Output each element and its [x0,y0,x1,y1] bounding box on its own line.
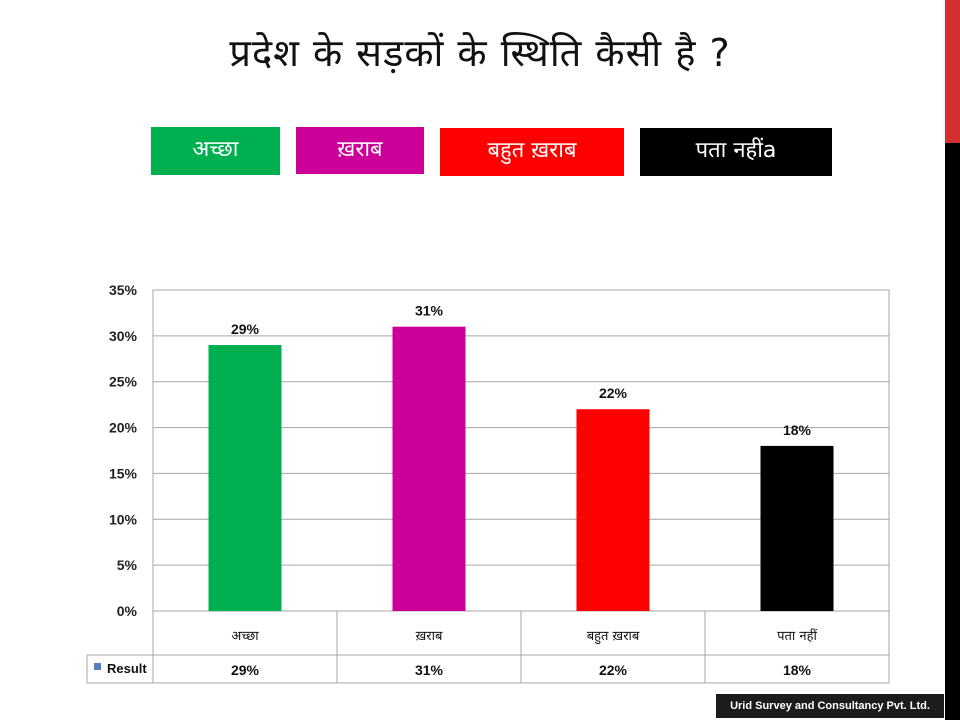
data-label: 31% [415,303,444,319]
bar [760,445,834,611]
data-label: 22% [599,385,628,401]
bar [576,409,650,611]
table-value: 22% [599,662,628,678]
y-tick-label: 0% [117,603,138,619]
bar [392,326,466,611]
legend-box-very-bad: बहुत ख़राब [440,128,624,176]
bar [208,345,282,611]
y-tick-label: 30% [109,328,138,344]
y-tick-label: 25% [109,374,138,390]
series-key-label: Result [107,661,147,676]
legend-box-bad: ख़राब [296,127,424,174]
legend-box-dont-know: पता नहींa [640,128,832,176]
category-label: पता नहीं [777,628,817,644]
category-label: अच्छा [231,629,259,644]
data-label: 29% [231,321,260,337]
data-label: 18% [783,422,812,438]
side-bar [945,0,960,720]
slide-title: प्रदेश के सड़कों के स्थिति कैसी है ? [229,31,731,75]
footer-credit: Urid Survey and Consultancy Pvt. Ltd. [716,694,944,718]
y-tick-label: 10% [109,511,138,527]
table-value: 31% [415,662,444,678]
side-accent-bar [945,0,960,143]
y-tick-label: 35% [109,282,138,298]
table-value: 29% [231,662,260,678]
y-tick-label: 15% [109,465,138,481]
table-value: 18% [783,662,812,678]
y-tick-label: 20% [109,420,138,436]
series-key-swatch [94,663,101,670]
category-label: बहुत ख़राब [587,629,640,645]
y-tick-label: 5% [117,557,138,573]
category-label: ख़राब [416,629,443,644]
legend-box-good: अच्छा [151,127,280,175]
